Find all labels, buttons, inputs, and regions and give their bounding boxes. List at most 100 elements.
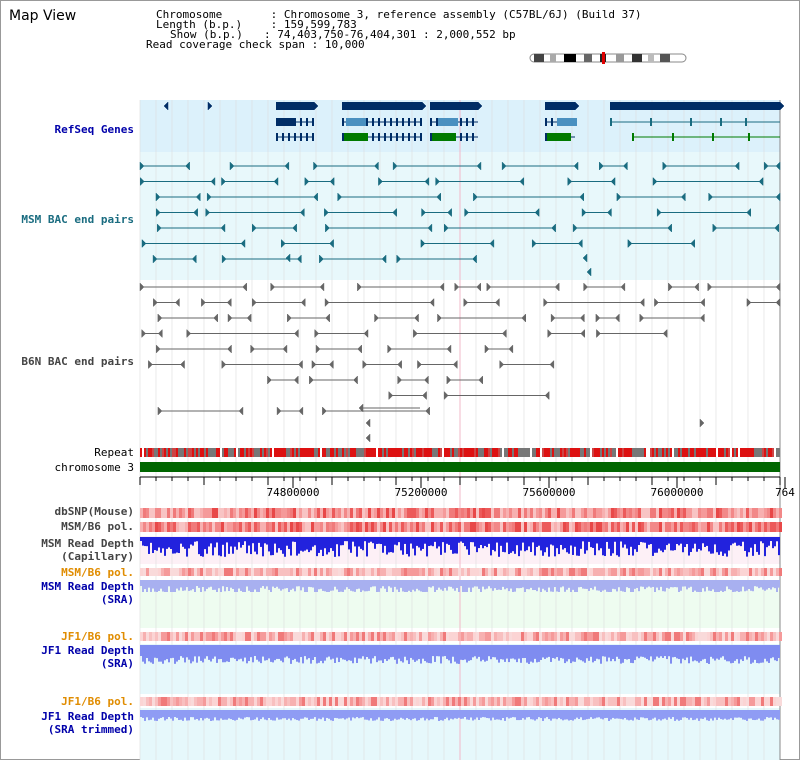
b6n-bac-end-marker [699,418,705,428]
polymorphism-heat-cell [227,697,230,706]
msm-bac-end-marker [501,161,507,171]
jf1-depth-trim-bar [666,710,668,720]
polymorphism-heat-cell [185,522,188,532]
polymorphism-heat-cell [314,508,317,518]
polymorphism-heat-cell [257,508,260,518]
polymorphism-heat-cell [488,632,491,641]
msm-bac-label[interactable]: MSM BAC end pairs [21,213,134,226]
polymorphism-heat-cell [695,632,698,641]
msm-bac-end-marker [313,192,318,202]
polymorphism-heat-cell [428,508,431,518]
jf1-b6-pol-label[interactable]: JF1/B6 pol. [61,630,134,643]
b6n-bac-end-marker [201,297,206,308]
polymorphism-heat-cell [413,568,416,576]
polymorphism-heat-cell [434,697,437,706]
msm-depth-capillary-bar [170,537,172,549]
polymorphism-heat-cell [455,697,458,706]
chromosome-ideogram[interactable] [528,52,690,64]
msm-depth-sra-bar [484,580,486,590]
polymorphism-heat-cell [629,568,632,576]
polymorphism-heat-cell [494,568,497,576]
jf1-depth-trimmed-label[interactable]: JF1 Read Depth (SRA trimmed) [41,710,134,736]
polymorphism-heat-cell [566,632,569,641]
msm-depth-sra-bar [598,580,600,591]
msm-depth-capillary-bar [522,537,524,543]
jf1-depth-sra-bar [654,645,656,660]
polymorphism-heat-cell [302,508,305,518]
jf1-depth-sra-label[interactable]: JF1 Read Depth (SRA) [41,644,134,670]
polymorphism-heat-cell [482,632,485,641]
msm-depth-capillary-bar [514,537,516,554]
polymorphism-heat-cell [773,697,776,706]
msm-depth-sra-bar [258,580,260,592]
msm-bac-end-marker [329,176,335,187]
jf1-b6-pol-trimmed-label[interactable]: JF1/B6 pol. [61,695,134,708]
jf1-depth-sra-bar [182,645,184,658]
polymorphism-heat-cell [449,568,452,576]
polymorphism-heat-cell [557,508,560,518]
msm-depth-sra-bar [162,580,164,592]
dbsnp-label[interactable]: dbSNP(Mouse) [54,505,134,518]
polymorphism-heat-cell [248,522,251,532]
msm-depth-capillary-bar [698,537,700,549]
jf1-depth-trim-bar [264,710,266,720]
polymorphism-heat-cell [233,522,236,532]
msm-depth-capillary-bar [646,537,648,549]
repeat-segment [370,448,372,457]
polymorphism-heat-cell [437,632,440,641]
jf1-depth-trim-bar [278,710,280,720]
msm-bac-end-marker [572,223,578,233]
msm-depth-capillary-bar [270,537,272,556]
msm-depth-sra-bar [420,580,422,592]
jf1-depth-trim-bar [572,710,574,721]
polymorphism-heat-cell [767,508,770,518]
msm-depth-sra-bar [732,580,734,592]
polymorphism-heat-cell [368,568,371,576]
polymorphism-heat-cell [263,697,266,706]
repeat-segment [508,448,510,457]
polymorphism-heat-cell [287,568,290,576]
repeat-segment [628,448,630,457]
gene-strand-arrow [779,101,785,111]
msm-depth-sra-label[interactable]: MSM Read Depth (SRA) [41,580,134,606]
msm-depth-capillary-bar [680,537,682,544]
repeat-segment [498,448,500,457]
polymorphism-heat-cell [464,508,467,518]
polymorphism-heat-cell [689,508,692,518]
msm-b6-pol-label[interactable]: MSM/B6 pol. [61,520,134,533]
polymorphism-heat-cell [209,508,212,518]
msm-depth-sra-bar [674,580,676,588]
refseq-exon [306,118,308,126]
polymorphism-heat-cell [485,632,488,641]
polymorphism-heat-cell [500,522,503,532]
b6n-bac-label[interactable]: B6N BAC end pairs [21,355,134,368]
polymorphism-heat-cell [206,522,209,532]
jf1-depth-trim-bar [520,710,522,720]
msm-bac-end-marker [221,254,227,264]
b6n-bac-end-marker [387,344,392,354]
polymorphism-heat-cell [203,522,206,532]
jf1-depth-trim-bar [598,710,600,718]
msm-b6-pol-sra-label[interactable]: MSM/B6 pol. [61,566,134,579]
b6n-bac-end-marker [654,297,659,308]
msm-depth-capillary-label[interactable]: MSM Read Depth (Capillary) [41,537,134,563]
msm-depth-capillary-bar [660,537,662,551]
refseq-genes-label[interactable]: RefSeq Genes [54,123,134,136]
msm-depth-sra-bar [314,580,316,592]
polymorphism-heat-cell [449,632,452,641]
jf1-depth-sra-bar [628,645,630,660]
repeat-segment [342,448,344,457]
polymorphism-heat-cell [155,632,158,641]
msm-depth-sra-bar [474,580,476,587]
polymorphism-heat-cell [149,632,152,641]
msm-bac-end-marker [229,161,235,171]
polymorphism-heat-cell [302,522,305,532]
refseq-exon [672,133,674,141]
msm-depth-sra-bar [256,580,258,592]
msm-bac-end-marker [195,192,201,202]
msm-depth-capillary-bar [406,537,408,555]
polymorphism-heat-cell [320,522,323,532]
msm-depth-capillary-bar [388,537,390,553]
msm-depth-capillary-bar [498,537,500,557]
